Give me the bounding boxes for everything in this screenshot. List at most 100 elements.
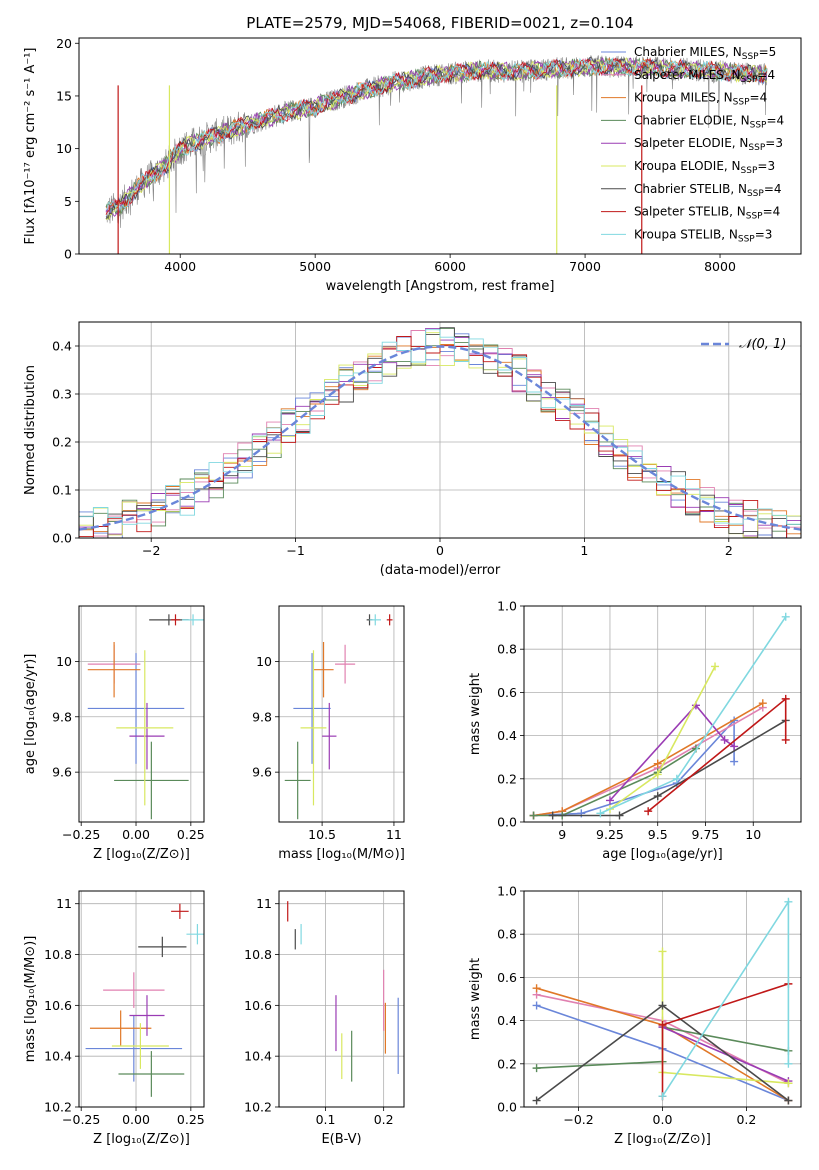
panel-mass-vs-ebv: 0.1 0.2 10.2 10.4 10.6 10.8 11 E(B-V) [244, 890, 405, 1147]
errorbar-chabrier-miles [293, 653, 331, 764]
errorbar-kroupa-stelib [182, 614, 204, 626]
errorbar-chabrier-miles [85, 1015, 183, 1082]
y-tick-label: 0.6 [497, 685, 517, 700]
errorbar-salpeter-miles [103, 972, 165, 1008]
y-tick-label: 0.4 [497, 1013, 517, 1028]
x-tick-label: −0.25 [62, 1112, 100, 1127]
panel-age-vs-z: −0.25 0.00 0.25 9.6 9.8 10 Z [log₁₀(Z/Z⊙)] age … [23, 605, 205, 862]
x-tick-label: −0.2 [563, 1112, 593, 1127]
legend-label-salpeter-elodie: Salpeter ELODIE, NSSP=3 [634, 136, 783, 153]
series-line-chabrier-stelib [552, 719, 787, 817]
x-axis-label: mass [log₁₀(M/M⊙)] [278, 847, 405, 862]
plot-area [87, 614, 204, 820]
series-point-kroupa-elodie [653, 770, 662, 779]
legend-label-kroupa-stelib: Kroupa STELIB, NSSP=3 [634, 227, 772, 244]
y-tick-label: 20 [56, 36, 72, 51]
y-tick-label: 10 [56, 654, 72, 669]
series-point-chabrier-stelib [653, 792, 662, 801]
plot-area [284, 614, 393, 820]
y-tick-label: 10.8 [44, 947, 72, 962]
y-tick-label: 0.8 [497, 927, 517, 942]
series-point-salpeter-stelib [658, 1020, 667, 1029]
y-axis-label: mass weight [468, 958, 483, 1040]
y-tick-label: 0.0 [497, 1100, 517, 1115]
y-tick-label: 5 [64, 194, 72, 209]
errorbar-kroupa-stelib [369, 614, 382, 626]
y-tick-label: 10.6 [244, 998, 272, 1013]
legend-label-chabrier-stelib: Chabrier STELIB, NSSP=4 [634, 182, 782, 199]
y-tick-label: 1.0 [497, 884, 517, 899]
series-point-salpeter-stelib [644, 807, 653, 816]
plot-area [105, 55, 768, 254]
y-tick-label: 10.8 [244, 947, 272, 962]
y-tick-label: 10 [56, 141, 72, 156]
y-tick-label: 10.4 [44, 1049, 72, 1064]
x-tick-label: −0.25 [62, 827, 100, 842]
errorbar-chabrier-elodie [284, 741, 311, 820]
legend: 𝒩(0, 1) [701, 337, 786, 352]
errorbar-kroupa-miles [313, 642, 334, 698]
series-point-kroupa-stelib [784, 897, 793, 906]
y-tick-label: 11 [56, 896, 72, 911]
y-axis-label: Normed distribution [23, 365, 38, 495]
model-line-chabrier-stelib [105, 57, 768, 220]
plot-frame [523, 605, 802, 823]
histogram-kroupa-stelib [79, 329, 801, 525]
axes: −0.2 0.0 0.2 0.0 0.2 0.4 0.6 0.8 1.0 Z [log₁₀(Z/Z… [468, 884, 802, 1147]
x-tick-label: 0.25 [177, 1112, 205, 1127]
plot-area [85, 903, 204, 1097]
plot-area [529, 612, 790, 820]
panel-residuals: −2 −1 0 1 2 0.0 0.1 0.2 0.3 0.4 (data-model)/error… [23, 321, 802, 578]
y-tick-label: 1.0 [497, 599, 517, 614]
x-tick-label: 0.0 [653, 1112, 673, 1127]
series-point-chabrier-miles [532, 1001, 541, 1010]
y-tick-label: 0 [64, 247, 72, 262]
series-line-salpeter-elodie [609, 704, 735, 801]
errorbar-salpeter-elodie [129, 702, 165, 770]
y-tick-label: 0.0 [497, 815, 517, 830]
x-axis-label: Z [log₁₀(Z/Z⊙)] [614, 1132, 711, 1147]
errorbar-salpeter-stelib [171, 903, 189, 919]
errorbar-kroupa-elodie [111, 1023, 169, 1069]
y-tick-label: 10.2 [244, 1100, 272, 1115]
model-line-kroupa-elodie [105, 57, 768, 221]
y-tick-label: 9.6 [52, 765, 72, 780]
y-tick-label: 9.6 [252, 765, 272, 780]
y-axis-label: age [log₁₀(age/yr)] [23, 654, 38, 775]
legend-label-chabrier-elodie: Chabrier ELODIE, NSSP=4 [634, 113, 784, 130]
series-line-salpeter-stelib [661, 983, 789, 1097]
x-axis-label: wavelength [Angstrom, rest frame] [326, 279, 555, 294]
errorbar-salpeter-elodie [129, 995, 165, 1036]
x-tick-label: 0.00 [122, 827, 150, 842]
grid [79, 891, 204, 1108]
x-tick-label: 10 [745, 827, 761, 842]
plot-frame [78, 605, 205, 823]
series-point-salpeter-elodie [720, 735, 729, 744]
x-tick-label: 0.2 [736, 1112, 756, 1127]
series-point-salpeter-stelib [781, 735, 790, 744]
series-point-salpeter-elodie [730, 742, 739, 751]
y-tick-label: 0.1 [52, 483, 72, 498]
y-axis-label: mass [log₁₀(M/M⊙)] [23, 936, 38, 1063]
series-point-kroupa-elodie [711, 662, 720, 671]
y-tick-label: 0.4 [52, 339, 72, 354]
x-axis-label: (data-model)/error [380, 563, 501, 578]
series-point-chabrier-stelib [548, 811, 557, 820]
series-point-chabrier-elodie [529, 811, 538, 820]
y-axis-label: Flux [fλ10⁻¹⁷ erg cm⁻² s⁻¹ A⁻¹] [23, 48, 38, 245]
y-tick-label: 10.4 [244, 1049, 272, 1064]
model-line-chabrier-miles [105, 57, 767, 218]
panel-weight-vs-age: 9 9.25 9.5 9.75 10 0.0 0.2 0.4 0.6 0.8 1.0 age [log… [468, 599, 802, 862]
errorbar-chabrier-stelib [138, 936, 187, 958]
errorbar-chabrier-elodie [118, 1051, 185, 1097]
grid [279, 606, 404, 822]
series-point-kroupa-miles [653, 759, 662, 768]
series-point-chabrier-stelib [615, 811, 624, 820]
series-point-kroupa-stelib [781, 612, 790, 621]
axes: −2 −1 0 1 2 0.0 0.1 0.2 0.3 0.4 (data-model)/error… [23, 321, 802, 578]
x-tick-label: 0.00 [122, 1112, 150, 1127]
axes: −0.25 0.00 0.25 9.6 9.8 10 Z [log₁₀(Z/Z⊙)] age … [23, 605, 205, 862]
y-tick-label: 0.4 [497, 728, 517, 743]
plot-frame [278, 605, 405, 823]
x-tick-label: 4000 [164, 259, 196, 274]
